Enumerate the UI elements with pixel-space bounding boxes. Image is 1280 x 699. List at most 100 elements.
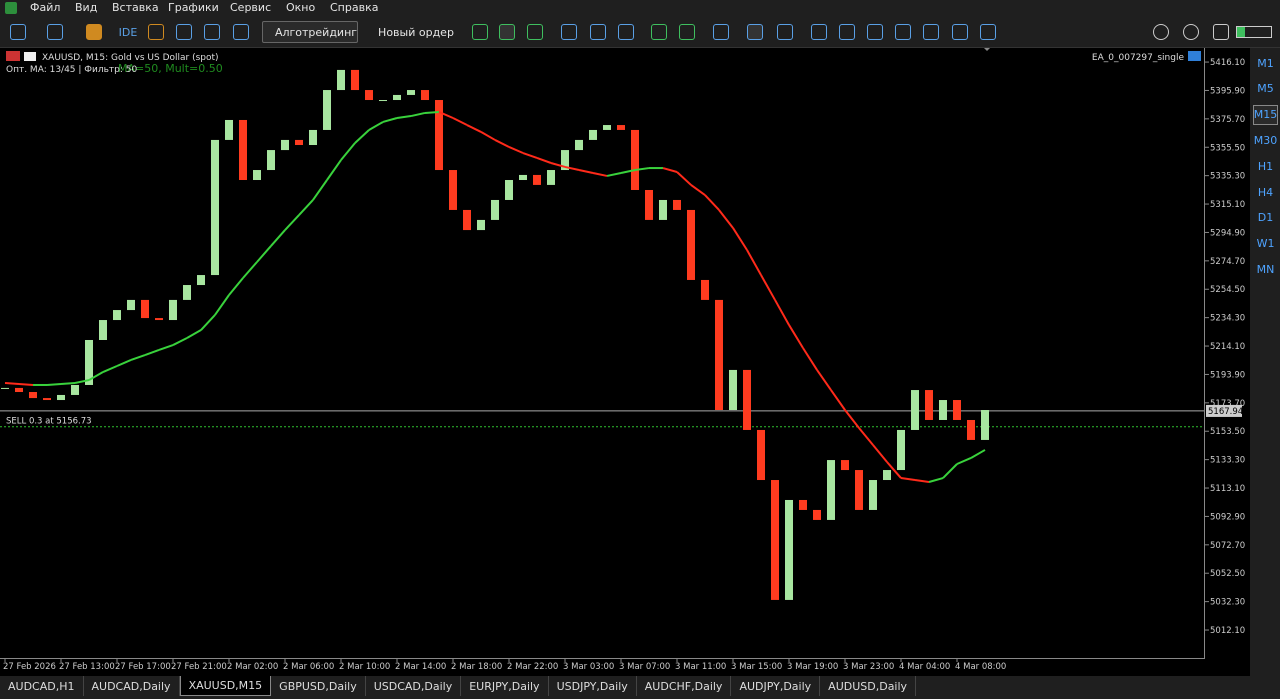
chart-tab[interactable]: AUDCAD,H1 <box>0 676 84 696</box>
ma-segment <box>88 371 104 381</box>
menu-item[interactable]: Окно <box>286 1 316 14</box>
ide-button[interactable]: IDE <box>118 25 138 39</box>
menu-item[interactable]: Графики <box>168 1 219 14</box>
ma-segment <box>578 169 594 174</box>
chart-type-button[interactable] <box>10 24 26 40</box>
timeframe-button[interactable]: D1 <box>1257 211 1274 225</box>
zoom-out-button[interactable] <box>590 24 606 40</box>
x-tick-label: 4 Mar 04:00 <box>899 662 950 672</box>
y-tick-label: 5032.30 <box>1210 598 1245 608</box>
crosshair-button[interactable] <box>777 24 793 40</box>
candle <box>211 139 219 276</box>
candle <box>225 119 233 140</box>
notifications-button[interactable] <box>1183 24 1199 40</box>
cursor-button[interactable] <box>747 24 763 40</box>
candle <box>855 470 863 510</box>
signals-button[interactable] <box>176 24 192 40</box>
candle <box>603 125 611 130</box>
candle <box>645 189 653 220</box>
candle <box>407 90 415 95</box>
ma-segment <box>312 179 328 201</box>
autoscroll-button[interactable] <box>651 24 667 40</box>
bars-button[interactable] <box>472 24 488 40</box>
x-tick-label: 27 Feb 13:00 <box>59 662 115 672</box>
zoom-in-button[interactable] <box>561 24 577 40</box>
timeframe-button[interactable]: MN <box>1256 262 1275 276</box>
hline-button[interactable] <box>839 24 855 40</box>
trendline-button[interactable] <box>867 24 883 40</box>
tile-button[interactable] <box>618 24 634 40</box>
menu-bar: Файл Вид Вставка Графики Сервис Окно Справка <box>0 0 1280 16</box>
market-button[interactable] <box>86 24 102 40</box>
menu-item[interactable]: Сервис <box>230 1 272 14</box>
timeframe-button[interactable]: M30 <box>1253 133 1278 147</box>
chart-tab[interactable]: GBPUSD,Daily <box>271 676 366 696</box>
candle <box>267 150 275 171</box>
text-button[interactable] <box>952 24 968 40</box>
chart-tab[interactable]: AUDCHF,Daily <box>637 676 732 696</box>
candles-button[interactable] <box>499 24 515 40</box>
x-tick-label: 27 Feb 2026 <box>3 662 56 672</box>
ma-segment <box>172 337 188 346</box>
timeframe-button[interactable]: M1 <box>1257 56 1274 70</box>
candle <box>15 387 23 393</box>
shapes-button[interactable] <box>980 24 996 40</box>
candle <box>757 429 765 481</box>
line-button[interactable] <box>527 24 543 40</box>
chart-icon <box>24 52 36 61</box>
y-tick-label: 5193.90 <box>1210 370 1245 380</box>
ma-segment <box>326 159 342 181</box>
wallet-button[interactable] <box>148 24 164 40</box>
y-tick-label: 5395.90 <box>1210 86 1245 96</box>
fibo-button[interactable] <box>923 24 939 40</box>
chart-tab[interactable]: XAUUSD,M15 <box>179 676 272 696</box>
vps-button[interactable] <box>204 24 220 40</box>
indicator-params: MA=50, Mult=0.50 <box>118 62 223 75</box>
algotrading-button[interactable]: Алготрейдинг <box>262 21 358 43</box>
menu-item[interactable]: Вставка <box>112 1 159 14</box>
timeframe-button[interactable]: H1 <box>1257 159 1274 173</box>
candle <box>659 199 667 220</box>
web-button[interactable] <box>233 24 249 40</box>
search-button[interactable] <box>1153 24 1169 40</box>
y-tick-label: 5092.90 <box>1210 512 1245 522</box>
shift-button[interactable] <box>679 24 695 40</box>
ma-segment <box>116 359 132 367</box>
ma-segment <box>676 171 692 186</box>
y-tick-label: 5214.10 <box>1210 342 1245 352</box>
y-tick-label: 5173.70 <box>1210 399 1245 409</box>
timeframe-button[interactable]: W1 <box>1256 237 1275 251</box>
ma-segment <box>564 165 580 172</box>
y-tick-label: 5294.90 <box>1210 228 1245 238</box>
price-label-bg <box>1206 404 1242 417</box>
ma-segment <box>634 167 650 172</box>
menu-item[interactable]: Справка <box>330 1 379 14</box>
menu-item[interactable]: Файл <box>30 1 61 14</box>
chart-tab[interactable]: EURJPY,Daily <box>461 676 549 696</box>
ma-segment <box>228 277 244 296</box>
menu-item[interactable]: Вид <box>75 1 98 14</box>
candle <box>953 400 961 420</box>
vline-button[interactable] <box>811 24 827 40</box>
templates-button[interactable] <box>47 24 63 40</box>
chart-tab[interactable]: AUDJPY,Daily <box>731 676 821 696</box>
chart-tab[interactable]: USDJPY,Daily <box>549 676 637 696</box>
timeframe-button[interactable]: M15 <box>1253 104 1278 125</box>
x-tick-label: 3 Mar 03:00 <box>563 662 614 672</box>
chart-tab[interactable]: AUDCAD,Daily <box>84 676 180 696</box>
channel-button[interactable] <box>895 24 911 40</box>
ma-segment <box>438 111 454 119</box>
y-tick-label: 5234.30 <box>1210 314 1245 324</box>
timeframe-button[interactable]: M5 <box>1257 82 1274 96</box>
x-tick-label: 2 Mar 02:00 <box>227 662 278 672</box>
account-button[interactable] <box>1213 24 1229 40</box>
new-order-button[interactable]: Новый ордер <box>378 25 454 39</box>
screenshot-button[interactable] <box>713 24 729 40</box>
y-tick-label: 5052.50 <box>1210 569 1245 579</box>
timeframe-button[interactable]: H4 <box>1257 185 1274 199</box>
ma-segment <box>200 314 216 331</box>
chart-tab[interactable]: AUDUSD,Daily <box>820 676 917 696</box>
chart-tab[interactable]: USDCAD,Daily <box>366 676 462 696</box>
candle <box>911 390 919 430</box>
